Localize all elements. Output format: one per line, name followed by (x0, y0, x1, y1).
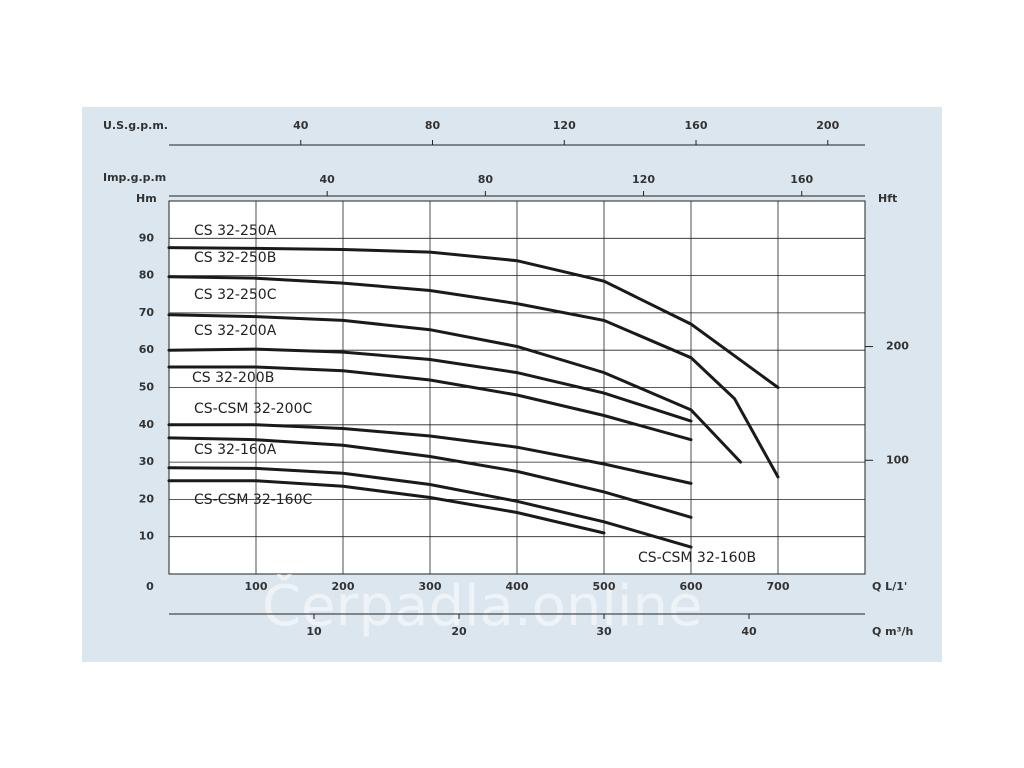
bottom-tick-label: 10 (306, 625, 322, 638)
top-tick-label: 120 (632, 173, 655, 186)
x-tick-label: 700 (767, 580, 790, 593)
bottom-tick-label: 30 (596, 625, 612, 638)
top-tick-label: 160 (790, 173, 813, 186)
curve-label: CS 32-250C (194, 287, 277, 303)
curve-label: CS 32-250B (194, 250, 276, 266)
x-axis-label: Q L/1' (872, 580, 907, 593)
curve (167, 423, 693, 485)
y-tick-label: 20 (139, 492, 155, 505)
top-axis-label: U.S.g.p.m. (103, 119, 168, 132)
curve (167, 313, 743, 464)
y-tick-label: 90 (139, 231, 155, 244)
y-axis-label: Hm (136, 192, 157, 205)
y2-axis-label: Hft (878, 192, 897, 205)
top-tick-label: 120 (553, 119, 576, 132)
x-tick-label: 500 (593, 580, 616, 593)
top-tick-label: 80 (478, 173, 494, 186)
y-tick-label: 30 (139, 455, 155, 468)
curve (167, 479, 606, 535)
curve-label: CS-CSM 32-160C (194, 492, 312, 508)
top-tick-label: 40 (320, 173, 336, 186)
x-tick-label: 200 (332, 580, 355, 593)
x-tick-label: 400 (506, 580, 529, 593)
curve (167, 365, 693, 442)
bottom-tick-label: 40 (741, 625, 757, 638)
top-axis-label: Imp.g.p.m (103, 171, 166, 184)
top-tick-label: 160 (685, 119, 708, 132)
x-tick-label: 300 (419, 580, 442, 593)
y-tick-label: 50 (139, 381, 155, 394)
top-tick-label: 40 (293, 119, 309, 132)
curve-label: CS-CSM 32-200C (194, 401, 312, 417)
curve (167, 436, 693, 519)
y2-tick-label: 100 (886, 453, 909, 466)
curve (167, 347, 693, 423)
curve (167, 275, 780, 479)
y-tick-label: 70 (139, 306, 155, 319)
x-tick-label: 600 (680, 580, 703, 593)
curve (167, 246, 780, 389)
bottom-axis-label: Q m³/h (872, 625, 913, 638)
curve-label: CS 32-200A (194, 323, 277, 339)
top-tick-label: 200 (816, 119, 839, 132)
top-tick-label: 80 (425, 119, 441, 132)
x-tick-label: 100 (245, 580, 268, 593)
y2-tick-label: 200 (886, 340, 909, 353)
curve (167, 466, 693, 549)
curve-label: CS 32-160A (194, 442, 277, 458)
curve-label: CS 32-200B (192, 370, 274, 386)
curve-label: CS 32-250A (194, 223, 277, 239)
y-tick-label: 10 (139, 530, 155, 543)
bottom-tick-label: 20 (451, 625, 467, 638)
y-tick-label: 60 (139, 343, 155, 356)
x-tick-label: 0 (146, 580, 154, 593)
watermark: Čerpadla.online (262, 574, 702, 639)
y-tick-label: 40 (139, 418, 155, 431)
y-tick-label: 80 (139, 269, 155, 282)
curve-label: CS-CSM 32-160B (638, 550, 756, 566)
